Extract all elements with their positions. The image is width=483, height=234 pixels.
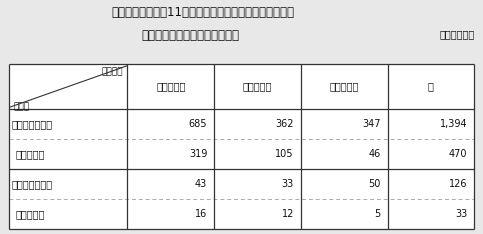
Text: 43: 43 (195, 179, 207, 189)
Text: 航空電子科: 航空電子科 (329, 82, 359, 92)
Text: 12: 12 (282, 209, 294, 219)
Text: 470: 470 (449, 149, 468, 159)
Bar (9, 64, 474, 229)
Text: うち女性数: うち女性数 (15, 209, 45, 219)
Text: 347: 347 (362, 119, 381, 129)
Text: 航空管制科: 航空管制科 (156, 82, 185, 92)
Text: 105: 105 (275, 149, 294, 159)
Text: 50: 50 (368, 179, 381, 189)
Text: 1,394: 1,394 (440, 119, 468, 129)
Text: 区分試験別申込者数・合格者数: 区分試験別申込者数・合格者数 (142, 29, 240, 42)
Text: 区分試験: 区分試験 (101, 67, 123, 76)
Text: 航空情報科: 航空情報科 (243, 82, 272, 92)
Text: 685: 685 (189, 119, 207, 129)
Text: 合　格　者　数: 合 格 者 数 (11, 179, 52, 189)
Text: 126: 126 (449, 179, 468, 189)
Text: 項　目: 項 目 (14, 102, 29, 111)
Text: 33: 33 (455, 209, 468, 219)
Text: 資料１－８　平成11年度航空保安大学校学生採用試験の: 資料１－８ 平成11年度航空保安大学校学生採用試験の (112, 6, 294, 19)
Text: 16: 16 (195, 209, 207, 219)
Text: 46: 46 (369, 149, 381, 159)
Text: 319: 319 (189, 149, 207, 159)
Text: うち女性数: うち女性数 (15, 149, 45, 159)
Text: （単位：人）: （単位：人） (439, 29, 474, 39)
Text: 申　込　者　数: 申 込 者 数 (11, 119, 52, 129)
Text: 5: 5 (374, 209, 381, 219)
Text: 33: 33 (282, 179, 294, 189)
Text: 計: 計 (428, 82, 434, 92)
Text: 362: 362 (275, 119, 294, 129)
